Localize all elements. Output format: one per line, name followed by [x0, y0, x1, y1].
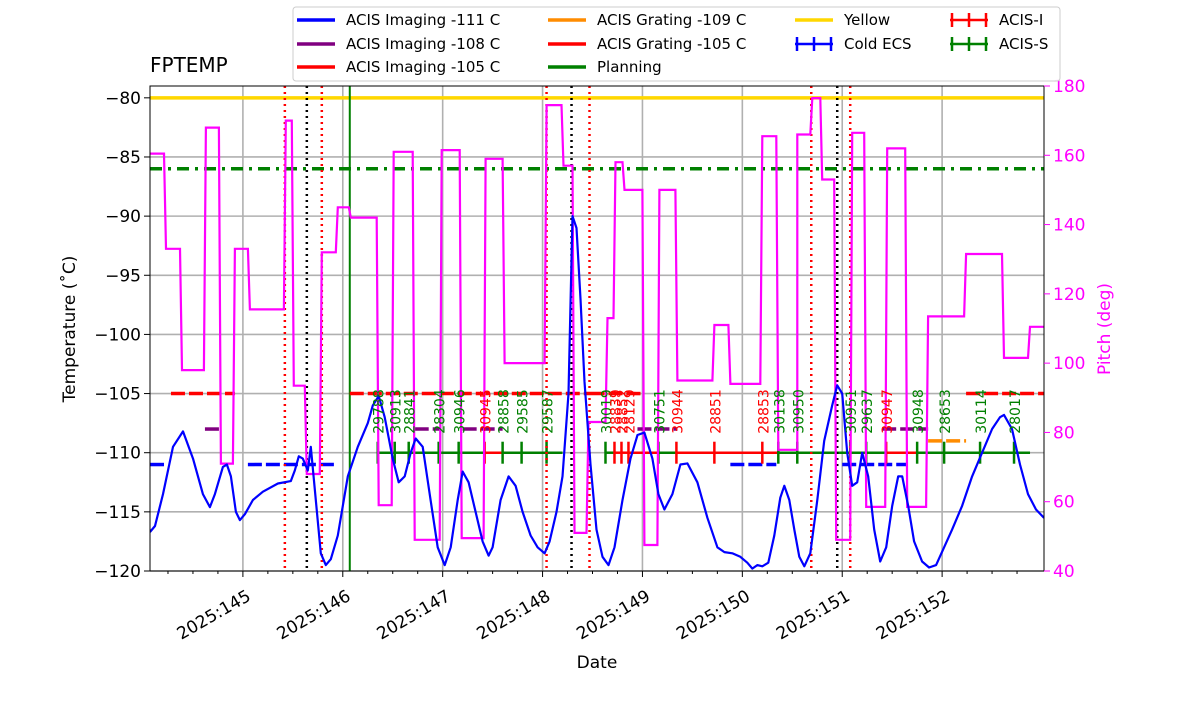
temperature-line: [150, 215, 1044, 570]
x-tick-label: 2025:151: [773, 586, 854, 644]
obsid-label: 28839: [608, 389, 624, 434]
obsid-label: 30751: [652, 389, 668, 434]
legend-label: ACIS Grating -109 C: [597, 11, 746, 29]
obsid-label: 28841: [403, 389, 419, 434]
y-tick-label: −110: [94, 444, 141, 464]
x-tick-label: 2025:146: [274, 586, 355, 644]
legend-label: Yellow: [843, 11, 890, 29]
obsid-label: 28851: [708, 389, 724, 434]
legend-label: Cold ECS: [844, 35, 912, 53]
y-tick-label: −85: [105, 148, 141, 168]
y2-tick-label: 40: [1053, 562, 1075, 582]
legend-label: ACIS-S: [999, 35, 1048, 53]
y2-tick-label: 100: [1053, 354, 1085, 374]
obsid-label: 30945: [479, 389, 495, 434]
chart-title: FPTEMP: [150, 53, 228, 77]
obsid-bars: [376, 441, 1031, 464]
y2-tick-label: 140: [1053, 216, 1085, 236]
obsid-label: 30913: [389, 389, 405, 434]
y2-axis-label: Pitch (deg): [1095, 283, 1115, 375]
obsid-label: 28304: [433, 389, 449, 434]
x-tick-label: 2025:149: [573, 586, 654, 644]
obsid-label: 30950: [791, 389, 807, 434]
obsid-label: 30138: [772, 389, 788, 434]
obsid-label: 28858: [497, 389, 513, 434]
obsid-label: 30951: [844, 389, 860, 434]
limit-lines: [150, 86, 1044, 571]
y2-axis: 40 60 80 100 120 140 160 180: [1044, 77, 1085, 582]
x-tick-label: 2025:147: [374, 586, 455, 644]
x-tick-label: 2025:152: [873, 586, 954, 644]
x-axis-label: Date: [577, 653, 618, 673]
obsid-label: 30946: [453, 389, 469, 434]
plot-area: [150, 86, 1044, 571]
legend-label: ACIS Imaging -111 C: [346, 11, 500, 29]
legend-label: ACIS Imaging -108 C: [346, 35, 500, 53]
obsid-label: 29585: [516, 389, 532, 434]
y-axis-label: Temperature (˚C): [59, 256, 80, 404]
obsid-label: 30947: [880, 389, 896, 434]
obsid-label: 28129: [622, 389, 638, 434]
y2-tick-label: 180: [1053, 77, 1085, 97]
legend-label: ACIS-I: [999, 11, 1043, 29]
legend-label: ACIS Imaging -105 C: [346, 58, 500, 76]
obsid-label: 30944: [670, 389, 686, 434]
y2-tick-label: 160: [1053, 146, 1085, 166]
obsid-label: 28653: [938, 389, 954, 434]
y2-tick-label: 120: [1053, 285, 1085, 305]
obsid-label: 28853: [756, 389, 772, 434]
legend-box: [292, 6, 1061, 82]
obsid-label: 29587: [541, 389, 557, 434]
legend-label: ACIS Grating -105 C: [597, 35, 746, 53]
x-tick-label: 2025:145: [174, 586, 255, 644]
y-tick-label: −105: [94, 385, 141, 405]
legend: ACIS Imaging -111 C ACIS Imaging -108 C AC…: [292, 6, 1061, 82]
legend-label: Planning: [597, 58, 662, 76]
y-tick-label: −115: [94, 503, 141, 523]
obsid-label: 28852: [615, 389, 631, 434]
x-axis: 2025:145 2025:146 2025:147 2025:148 2025:149…: [167, 571, 1018, 644]
obsid-label: 29788: [372, 389, 388, 434]
plot-frame: [149, 85, 1045, 572]
x-tick-label: 2025:148: [473, 586, 554, 644]
obsid-label: 30019: [599, 389, 615, 434]
y-tick-label: −80: [105, 89, 141, 109]
obsid-label: 28017: [1008, 389, 1024, 434]
y2-tick-label: 80: [1053, 423, 1075, 443]
y-tick-label: −90: [105, 207, 141, 227]
obsid-label: 30114: [974, 389, 990, 434]
temperature-series: [150, 215, 1044, 570]
obsid-label: 30948: [911, 389, 927, 434]
y-axis: −120 −115 −110 −105 −100 −95 −90 −85 −80: [94, 89, 150, 582]
x-tick-label: 2025:150: [673, 586, 754, 644]
y-tick-label: −120: [94, 562, 141, 582]
y-tick-label: −95: [105, 266, 141, 286]
event-lines: [283, 86, 852, 571]
obsid-label: 29637: [860, 389, 876, 434]
y2-tick-label: 60: [1053, 493, 1075, 513]
y-tick-label: −100: [94, 325, 141, 345]
